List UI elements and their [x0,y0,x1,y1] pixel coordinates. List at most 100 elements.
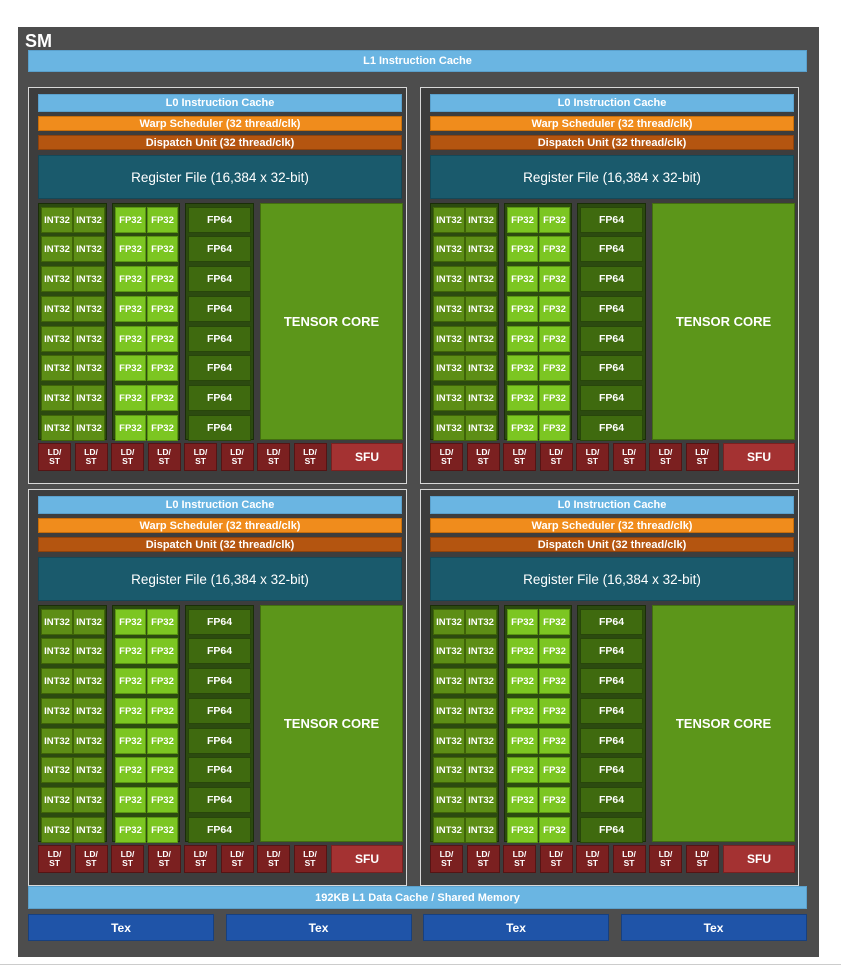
ld-st-label-bottom: ST [304,858,316,868]
fp64-unit: FP64 [188,817,251,843]
l0-instruction-cache: L0 Instruction Cache [430,94,794,112]
ld-st-label-top: LD/ [193,849,208,859]
fp32-unit: FP32 [507,698,538,724]
dispatch-unit: Dispatch Unit (32 thread/clk) [38,537,402,552]
fp32-unit: FP32 [507,668,538,694]
fp64-unit: FP64 [188,296,251,322]
ld-st-unit: LD/ST [576,443,609,471]
fp32-unit: FP32 [539,415,570,441]
l1-instruction-cache: L1 Instruction Cache [28,50,807,72]
ld-st-unit: LD/ST [111,443,144,471]
int32-unit: INT32 [73,787,105,813]
int32-unit: INT32 [41,668,73,694]
fp32-unit: FP32 [147,355,178,381]
ld-st-label-bottom: ST [587,858,598,868]
ld-st-label-top: LD/ [230,447,244,457]
ld-st-label-bottom: ST [85,858,97,868]
int32-unit: INT32 [465,698,497,724]
int32-unit: INT32 [465,296,497,322]
int32-unit: INT32 [433,728,465,754]
ld-st-label-bottom: ST [231,456,243,466]
fp64-unit: FP64 [188,236,251,262]
int32-unit: INT32 [73,385,105,411]
ld-st-label-top: LD/ [47,447,62,457]
warp-scheduler: Warp Scheduler (32 thread/clk) [430,518,794,533]
tensor-core: TENSOR CORE [260,605,403,842]
ld-st-label-bottom: ST [623,456,635,466]
ld-st-unit: LD/ST [430,443,463,471]
fp64-unit: FP64 [580,787,643,813]
ld-st-unit: LD/ST [38,443,71,471]
ld-st-unit: LD/ST [430,845,463,873]
tex-unit: Tex [423,914,609,941]
tex-unit: Tex [28,914,214,941]
int32-unit: INT32 [433,817,465,843]
ld-st-label-bottom: ST [477,858,489,868]
int32-unit: INT32 [433,609,465,635]
ld-st-unit: LD/ST [74,845,108,873]
l0-instruction-cache: L0 Instruction Cache [430,496,794,514]
ld-st-label-bottom: ST [268,858,279,868]
fp32-unit: FP32 [539,638,570,664]
fp64-unit: FP64 [188,609,251,635]
ld-st-label-top: LD/ [157,447,171,457]
fp64-unit: FP64 [580,355,643,381]
fp32-unit: FP32 [507,266,538,292]
ld-st-label-top: LD/ [84,447,98,457]
register-file: Register File (16,384 x 32-bit) [430,155,794,199]
ld-st-label-bottom: ST [441,456,452,466]
ld-st-unit: LD/ST [147,443,181,471]
ld-st-unit: LD/ST [539,845,573,873]
fp64-unit: FP64 [580,385,643,411]
fp32-unit: FP32 [147,609,178,635]
dispatch-unit: Dispatch Unit (32 thread/clk) [430,537,794,552]
int32-unit: INT32 [433,355,465,381]
int32-unit: INT32 [433,326,465,352]
fp32-unit: FP32 [147,236,178,262]
int32-unit: INT32 [465,266,497,292]
ld-st-label-bottom: ST [514,456,525,466]
int32-unit: INT32 [73,296,105,322]
int32-unit: INT32 [73,609,105,635]
fp64-unit: FP64 [188,207,251,233]
fp32-unit: FP32 [115,415,146,441]
sm-block: SM L1 Instruction Cache 192KB L1 Data Ca… [18,27,819,957]
fp32-unit: FP32 [115,757,146,783]
ld-st-unit: LD/ST [466,845,500,873]
int32-unit: INT32 [465,787,497,813]
fp32-unit: FP32 [115,326,146,352]
fp32-unit: FP32 [115,296,146,322]
int32-unit: INT32 [433,385,465,411]
int32-unit: INT32 [41,355,73,381]
ld-st-label-bottom: ST [49,858,60,868]
ld-st-label-bottom: ST [477,456,489,466]
l0-instruction-cache: L0 Instruction Cache [38,496,402,514]
sfu-unit: SFU [331,845,403,873]
tex-unit: Tex [225,914,412,941]
fp64-unit: FP64 [580,296,643,322]
int32-unit: INT32 [73,817,105,843]
fp32-unit: FP32 [539,326,570,352]
int32-unit: INT32 [433,236,465,262]
int32-unit: INT32 [465,817,497,843]
ld-st-label-bottom: ST [514,858,525,868]
fp32-unit: FP32 [115,817,146,843]
int32-unit: INT32 [73,757,105,783]
processing-block-top-left: L0 Instruction Cache Warp Scheduler (32 t… [28,87,407,484]
ld-st-label-top: LD/ [585,447,600,457]
int32-unit: INT32 [73,638,105,664]
fp64-unit: FP64 [188,728,251,754]
ld-st-label-top: LD/ [193,447,208,457]
ld-st-unit: LD/ST [184,845,217,873]
fp64-unit: FP64 [188,415,251,441]
fp64-block: FP64 FP64 FP64 FP64 FP64 FP64 FP64 FP64 [185,203,254,441]
int32-unit: INT32 [433,207,465,233]
fp32-unit: FP32 [507,385,538,411]
int32-unit: INT32 [41,698,73,724]
ld-st-label-top: LD/ [439,849,454,859]
register-file: Register File (16,384 x 32-bit) [38,557,402,601]
int32-block: INT32 INT32 INT32 INT32 INT32 INT32 INT32 INT32… [38,605,107,843]
fp32-unit: FP32 [147,638,178,664]
ld-st-unit: LD/ST [612,443,646,471]
int32-unit: INT32 [41,757,73,783]
